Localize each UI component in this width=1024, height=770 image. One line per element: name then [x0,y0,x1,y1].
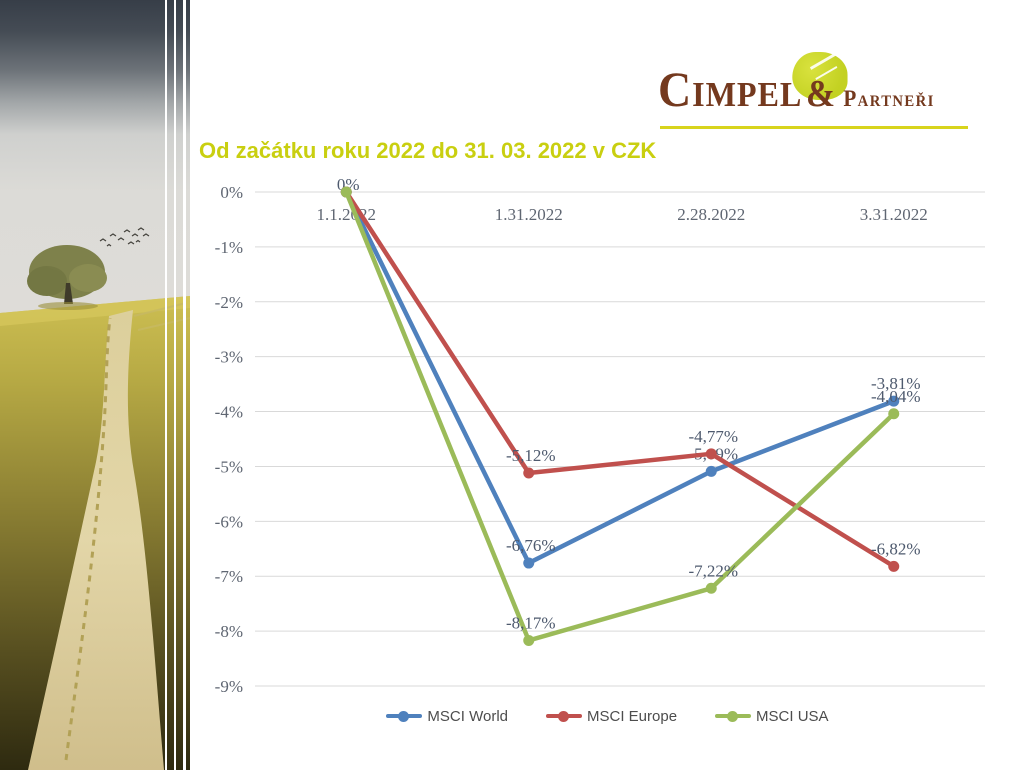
accent-stripe [165,0,167,770]
y-axis-tick-label: -4% [215,403,243,422]
logo-ampersand: & [805,73,836,115]
company-logo: Cimpel & Partneři [658,52,976,134]
data-label-msci-europe: -5,12% [506,446,556,465]
page-title: Od začátku roku 2022 do 31. 03. 2022 v C… [199,138,657,163]
chart-legend: MSCI World MSCI Europe MSCI USA [195,703,1020,729]
x-axis-label: 2.28.2022 [677,205,745,224]
legend-label-msci-usa: MSCI USA [756,707,829,725]
legend-marker-dot [558,710,569,722]
data-point-msci-world [705,465,717,477]
data-point-msci-usa [340,186,352,198]
x-axis-label: 3.31.2022 [860,205,928,224]
series-line-msci-europe [344,189,896,569]
legend-label-msci-europe: MSCI Europe [587,707,678,725]
legend-item-msci-usa: MSCI USA [715,708,829,725]
y-axis-tick-label: -8% [215,622,243,641]
landscape-art [0,0,190,770]
logo-name-secondary: Partneři [843,86,935,111]
data-label-msci-usa: -4,04% [871,387,921,406]
logo-tree-icon [792,52,848,100]
series-line-msci-world [344,189,896,566]
data-label-msci-world: -3,81% [871,374,921,393]
data-point-msci-europe [888,560,900,572]
data-point-msci-usa [523,634,535,646]
birds [99,227,150,247]
legend-item-msci-europe: MSCI Europe [546,708,677,725]
performance-line-chart: 0% -1% -2% -3% -4% -5% -6% -7% -8% -9% 1.1.2022 1.3… [195,175,1020,760]
legend-marker-msci-europe [546,710,582,722]
y-axis-tick-label: -9% [215,677,243,696]
data-point-msci-europe [523,467,535,479]
accent-stripe [174,0,176,770]
legend-label-msci-world: MSCI World [427,707,508,725]
series-line-msci-usa [344,189,896,643]
y-axis-tick-label: 0% [220,183,243,202]
data-label-msci-world: -6,76% [506,536,556,555]
y-axis-tick-label: -7% [215,567,243,586]
y-axis-tick-label: -1% [215,238,243,257]
y-axis-tick-label: -2% [215,293,243,312]
data-label-msci-europe: -6,82% [871,539,921,558]
data-point-msci-usa [705,582,717,594]
data-point-msci-europe [705,448,717,460]
dirt-path [28,310,164,770]
data-label-msci-europe: -4,77% [688,427,738,446]
legend-marker-msci-usa [715,710,752,722]
legend-item-msci-world: MSCI World [386,708,508,725]
legend-marker-msci-world [386,710,423,722]
logo-name-main: Cimpel [658,61,803,117]
accent-stripe [183,0,186,770]
landscape-photo [0,0,190,770]
data-point-msci-usa [888,408,900,420]
data-point-msci-world [523,557,535,569]
legend-marker-dot [727,710,739,722]
tree [27,245,107,310]
y-axis-tick-label: -6% [215,512,243,531]
track-marks [133,302,190,331]
legend-marker-dot [398,710,410,722]
data-label-msci-usa: -8,17% [506,613,556,632]
logo-underline [660,126,968,129]
y-axis-tick-label: -3% [215,348,243,367]
path-rut [64,317,112,761]
x-axis-label: 1.31.2022 [495,205,563,224]
data-point-msci-world [888,395,900,407]
horizon-band [0,296,190,326]
chart-canvas: 0%-1%-2%-3%-4%-5%-6%-7%-8%-9%1.1.2022 1.3… [215,175,985,696]
y-axis-tick-label: -5% [215,457,243,476]
data-label-msci-usa: -7,22% [688,561,738,580]
